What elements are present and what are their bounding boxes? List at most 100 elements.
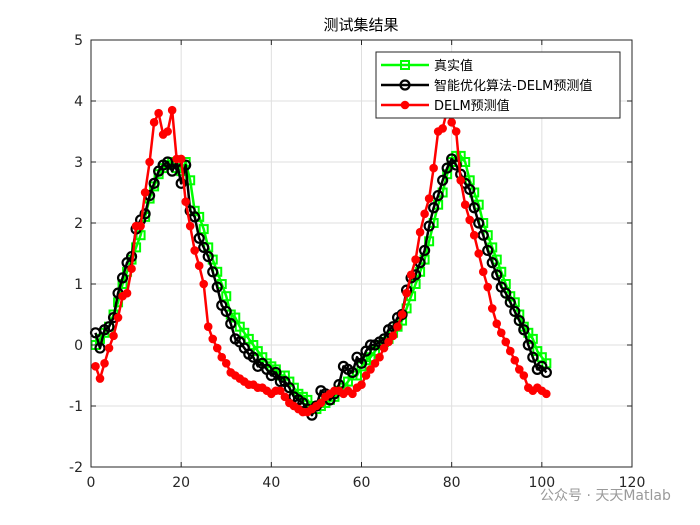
data-point (527, 351, 539, 363)
data-point (208, 334, 218, 344)
y-tick-label: 4 (74, 94, 83, 110)
data-point (185, 221, 195, 231)
watermark-text: 公众号 · 天天Matlab (540, 488, 671, 504)
data-point (465, 215, 475, 225)
data-point (460, 157, 471, 167)
y-tick-label: 3 (74, 155, 83, 171)
data-point (154, 108, 163, 118)
data-point (487, 304, 497, 313)
x-tick-label: 20 (172, 475, 190, 491)
data-point (109, 331, 118, 341)
y-tick-label: -1 (69, 399, 83, 415)
data-point (361, 371, 371, 380)
data-point (469, 230, 479, 240)
data-point (145, 157, 154, 167)
data-point (514, 365, 524, 374)
data-point (175, 177, 187, 189)
data-point (482, 244, 494, 257)
data-point (522, 339, 534, 351)
data-point (274, 376, 286, 388)
data-point (366, 365, 375, 374)
data-point (163, 127, 172, 136)
data-point (460, 200, 470, 209)
data-point (483, 282, 493, 292)
data-point (397, 310, 407, 319)
y-tick-label: 5 (74, 33, 83, 49)
data-point (167, 105, 177, 115)
series-layer (89, 105, 552, 421)
x-tick-label: 100 (528, 475, 555, 491)
data-point (518, 324, 530, 336)
x-tick-label: 80 (443, 475, 461, 491)
data-point (100, 359, 109, 368)
data-point (247, 351, 259, 363)
data-point (270, 366, 282, 379)
data-point (456, 176, 465, 185)
data-point (491, 269, 503, 281)
data-point (316, 398, 326, 408)
axes: 0 20 40 60 80 100 120 -2 -1 0 1 2 3 4 5 (69, 33, 645, 491)
data-point (166, 165, 178, 177)
legend-item: 真实值 (381, 58, 473, 74)
data-point (429, 163, 438, 173)
legend-label: 智能优化算法-DELM预测值 (434, 78, 592, 94)
data-point (91, 362, 100, 371)
data-point (94, 342, 106, 354)
data-point (542, 389, 551, 399)
data-point (419, 244, 431, 257)
data-point (505, 346, 515, 356)
data-point (116, 272, 129, 284)
data-point (411, 255, 420, 264)
data-point (199, 279, 209, 289)
data-point (513, 315, 525, 327)
data-point (450, 159, 462, 171)
data-point (221, 291, 232, 302)
data-point (355, 357, 368, 369)
data-point (189, 211, 201, 223)
data-point (127, 264, 136, 274)
data-point (473, 217, 485, 229)
y-tick-label: -2 (69, 460, 83, 476)
data-point (451, 127, 461, 136)
data-point (388, 331, 398, 341)
data-point (221, 359, 231, 368)
data-point (437, 174, 449, 186)
data-point (464, 183, 476, 196)
data-point (384, 337, 393, 347)
data-point (140, 188, 150, 197)
y-tick-label: 1 (74, 277, 83, 293)
data-point (492, 319, 502, 328)
x-tick-label: 120 (619, 475, 646, 491)
chart-title: 测试集结果 (323, 16, 398, 34)
legend-item: 智能优化算法-DELM预测值 (381, 78, 592, 94)
x-tick-label: 60 (353, 475, 371, 491)
data-point (212, 343, 222, 353)
legend-marker (399, 79, 411, 91)
data-point (139, 208, 151, 220)
data-point (190, 246, 199, 255)
data-point (346, 366, 359, 379)
data-point (496, 328, 506, 338)
data-point (424, 194, 434, 203)
y-tick-label: 2 (74, 216, 83, 232)
data-point (104, 343, 114, 353)
data-point (415, 227, 425, 237)
data-point (220, 305, 232, 318)
data-point (438, 124, 447, 133)
legend-item: DELM预测值 (381, 98, 510, 114)
data-point (198, 241, 210, 253)
data-point (379, 343, 389, 353)
data-point (501, 337, 511, 347)
data-point (225, 318, 237, 330)
data-point (519, 371, 529, 380)
data-point (509, 305, 521, 318)
data-point (504, 296, 516, 308)
x-tick-label: 0 (87, 475, 96, 491)
legend-label: DELM预测值 (434, 98, 510, 114)
data-point (283, 382, 295, 394)
data-point (406, 270, 416, 280)
data-point (432, 189, 444, 202)
data-point (276, 386, 285, 396)
